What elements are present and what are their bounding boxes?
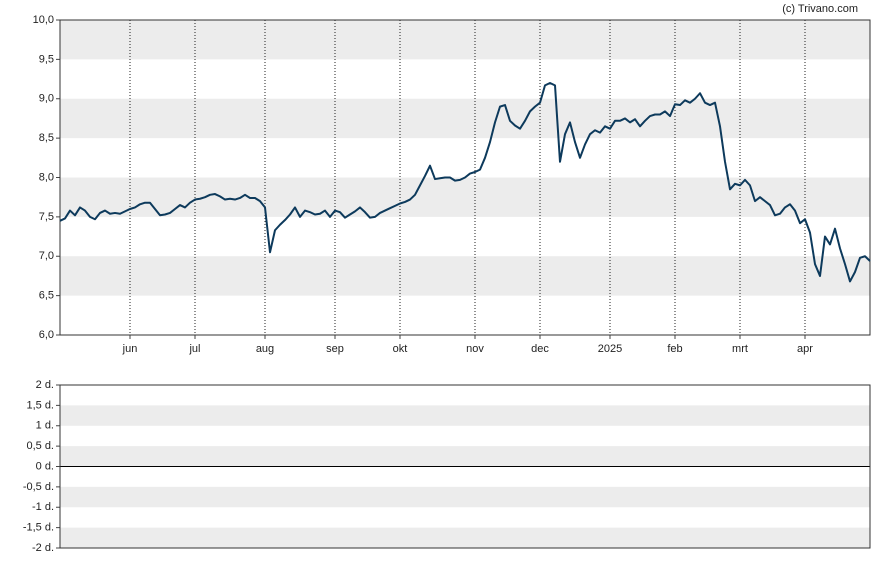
plot-frame [59, 384, 871, 549]
x-tick-label: okt [393, 343, 408, 355]
plot-frame [59, 19, 871, 336]
y-tick-label: 1 d. [36, 420, 54, 432]
y-tick-label: 0,5 d. [26, 440, 54, 452]
y-tick-label: 8,5 [39, 132, 54, 144]
y-tick-label: 7,0 [39, 250, 54, 262]
grid-band [60, 20, 870, 60]
y-tick-label: 10,0 [33, 14, 54, 26]
grid-band [60, 256, 870, 296]
y-tick-label: 9,0 [39, 93, 54, 105]
y-tick-label: -0,5 d. [23, 481, 54, 493]
x-tick-label: aug [256, 343, 274, 355]
watermark: (c) Trivano.com [782, 3, 858, 15]
x-tick-label: jun [122, 343, 138, 355]
grid-band [60, 527, 870, 548]
y-tick-label: 2 d. [36, 379, 54, 391]
x-tick-label: mrt [732, 343, 748, 355]
grid-band [60, 98, 870, 139]
x-tick-label: apr [797, 343, 813, 355]
y-tick-label: 8,0 [39, 171, 54, 183]
x-tick-label: feb [667, 343, 682, 355]
x-tick-label: nov [466, 343, 484, 355]
y-tick-label: 6,0 [39, 329, 54, 341]
grid-band [60, 486, 870, 508]
y-tick-label: 9,5 [39, 53, 54, 65]
y-tick-label: -2 d. [32, 542, 54, 554]
x-tick-label: sep [326, 343, 344, 355]
x-tick-label: 2025 [598, 343, 622, 355]
y-tick-label: 1,5 d. [26, 399, 54, 411]
x-tick-label: dec [531, 343, 549, 355]
grid-band [60, 446, 870, 467]
grid-band [60, 405, 870, 426]
y-tick-label: -1,5 d. [23, 522, 54, 534]
y-tick-label: -1 d. [32, 501, 54, 513]
x-tick-label: jul [188, 343, 200, 355]
price-line [59, 82, 871, 283]
y-tick-label: 6,5 [39, 290, 54, 302]
y-tick-label: 0 d. [36, 460, 54, 472]
y-tick-label: 7,5 [39, 211, 54, 223]
